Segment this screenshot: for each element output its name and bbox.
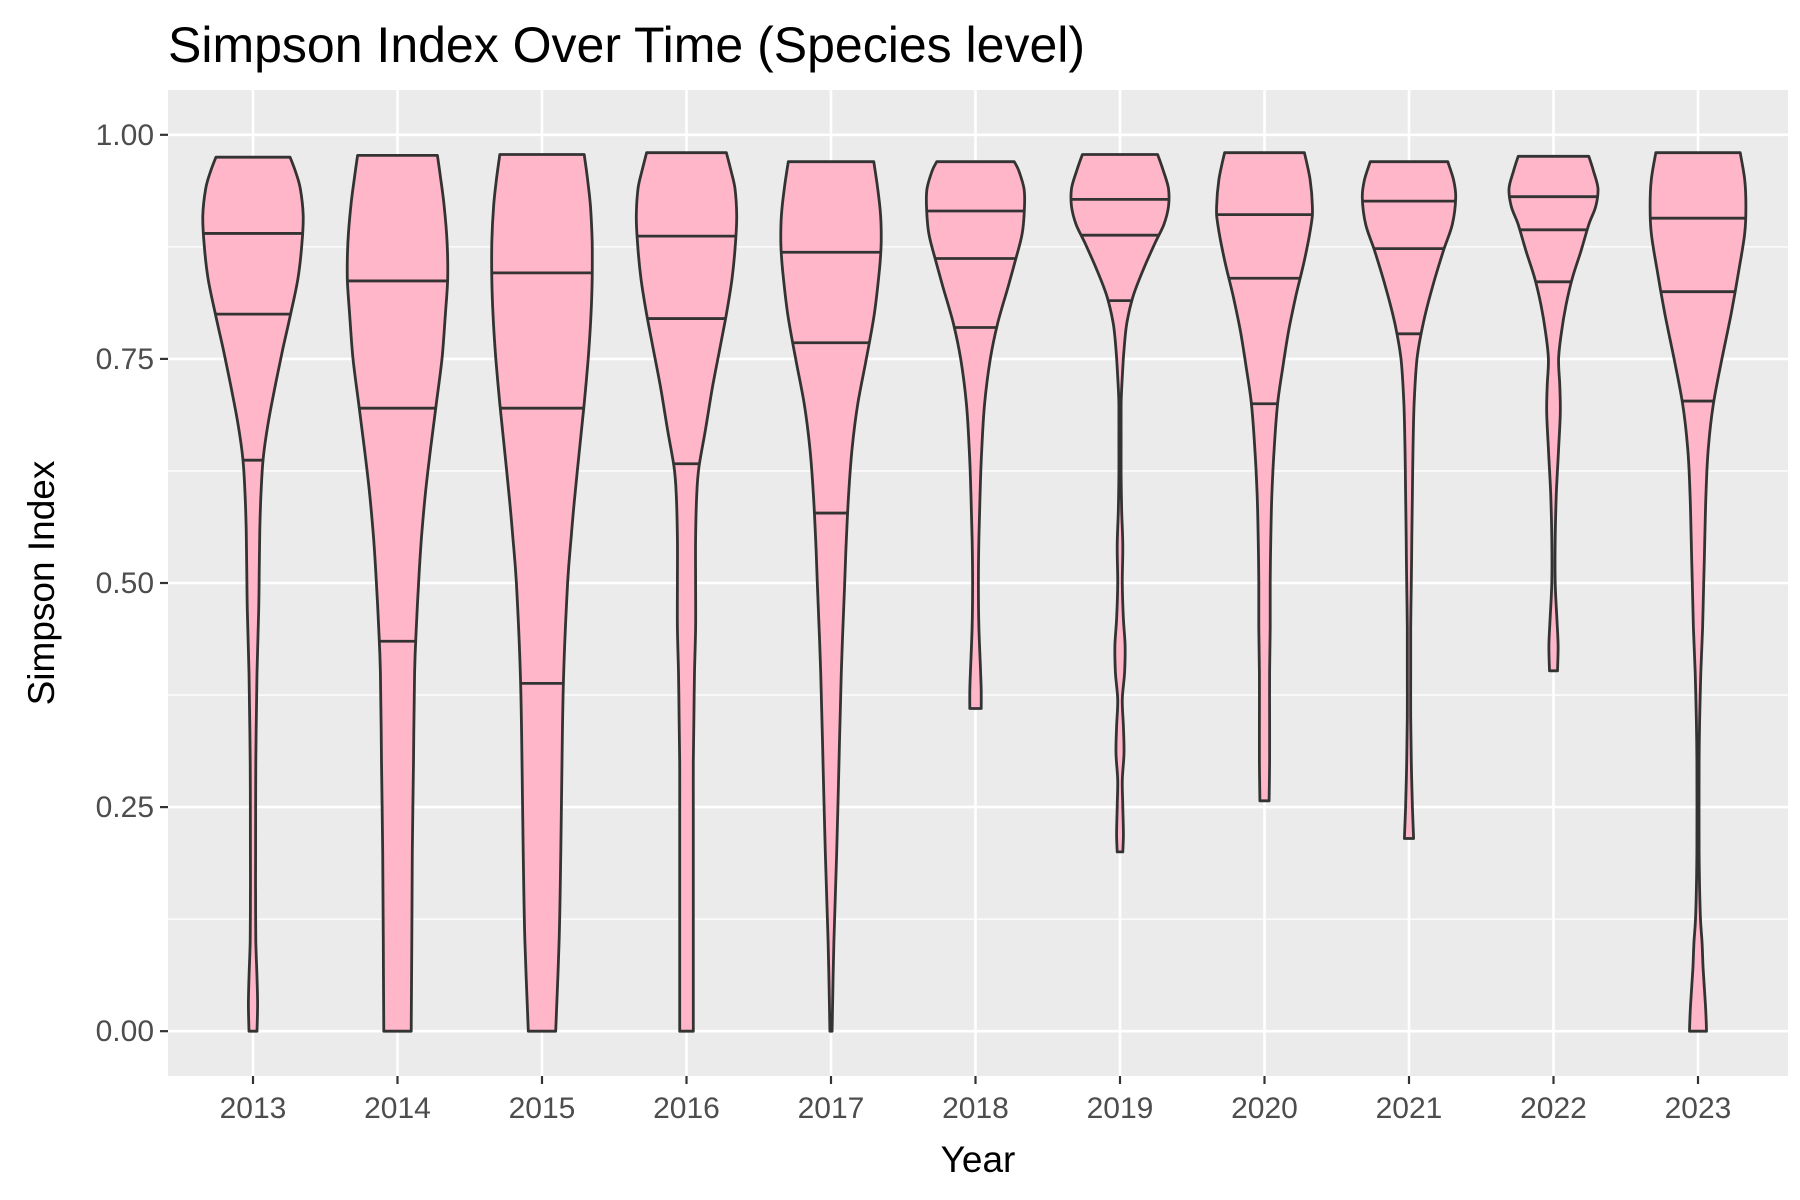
x-tick-label: 2018 — [942, 1092, 1009, 1125]
y-axis-title: Simpson Index — [21, 460, 62, 705]
violin-body — [1360, 160, 1458, 840]
violin-body — [345, 154, 450, 1033]
violin-body — [1069, 153, 1171, 854]
y-tick-label: 0.25 — [96, 791, 154, 824]
violin-2014 — [345, 154, 450, 1033]
x-tick-label: 2020 — [1231, 1092, 1298, 1125]
violin-body — [1648, 151, 1748, 1033]
y-axis: 0.00 0.25 0.50 0.75 1.00 — [96, 119, 168, 1048]
violin-body — [490, 153, 594, 1033]
violin-2013 — [201, 155, 305, 1033]
x-tick-label: 2023 — [1665, 1092, 1732, 1125]
x-tick-label: 2015 — [509, 1092, 576, 1125]
chart-title: Simpson Index Over Time (Species level) — [168, 17, 1085, 73]
violin-2023 — [1648, 151, 1748, 1033]
violin-body — [201, 155, 305, 1033]
violin-2021 — [1360, 160, 1458, 840]
x-axis-title: Year — [941, 1139, 1016, 1180]
x-tick-label: 2014 — [364, 1092, 431, 1125]
violin-body — [634, 151, 739, 1033]
y-tick-label: 0.50 — [96, 567, 154, 600]
y-tick-label: 0.75 — [96, 343, 154, 376]
violin-2018 — [924, 160, 1027, 710]
violin-2019 — [1069, 153, 1171, 854]
violin-body — [1215, 151, 1314, 803]
violin-2015 — [490, 153, 594, 1033]
violin-body — [1507, 154, 1600, 673]
x-tick-label: 2016 — [653, 1092, 720, 1125]
x-axis: 2013 2014 2015 2016 2017 2018 2019 2020 2021 2022… — [220, 1076, 1732, 1125]
y-tick-label: 1.00 — [96, 119, 154, 152]
violin-2020 — [1215, 151, 1314, 803]
violin-2017 — [779, 160, 883, 1033]
x-tick-label: 2022 — [1520, 1092, 1587, 1125]
x-tick-label: 2013 — [220, 1092, 287, 1125]
y-tick-label: 0.00 — [96, 1015, 154, 1048]
violin-2016 — [634, 151, 739, 1033]
x-tick-label: 2017 — [798, 1092, 865, 1125]
violin-body — [924, 160, 1027, 710]
violins — [201, 151, 1748, 1033]
violin-body — [779, 160, 883, 1033]
x-tick-label: 2019 — [1087, 1092, 1154, 1125]
violin-2022 — [1507, 154, 1600, 673]
x-tick-label: 2021 — [1376, 1092, 1443, 1125]
